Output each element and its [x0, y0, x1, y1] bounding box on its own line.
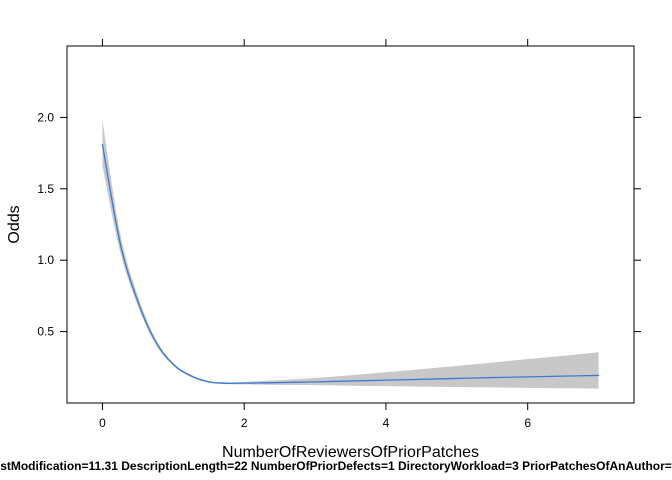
data-point	[597, 374, 600, 377]
confidence-band-layer	[102, 120, 599, 389]
confidence-band	[102, 120, 599, 389]
data-point	[314, 381, 316, 383]
data-point	[349, 380, 352, 382]
data-point	[101, 143, 104, 146]
y-tick-label: 1.0	[37, 253, 54, 267]
y-tick-label: 2.0	[37, 110, 54, 124]
data-point	[385, 379, 387, 381]
y-axis: 0.5 1.0 1.5 2.0	[37, 110, 641, 339]
plot-frame	[66, 45, 635, 404]
data-point	[208, 381, 210, 383]
x-tick-label: 0	[99, 416, 106, 430]
data-point	[243, 382, 245, 384]
data-point	[172, 363, 174, 366]
fit-line-layer	[101, 143, 600, 385]
condition-footer: stModification=11.31 DescriptionLength=2…	[0, 459, 672, 473]
data-point	[279, 381, 281, 384]
y-tick-label: 1.5	[37, 182, 54, 196]
data-point	[456, 377, 458, 380]
y-tick-label: 0.5	[37, 325, 54, 339]
data-point	[420, 378, 422, 380]
x-tick-label: 2	[241, 416, 248, 430]
data-point	[225, 382, 228, 384]
data-point	[154, 340, 157, 343]
data-point	[190, 375, 192, 377]
data-point	[562, 375, 564, 377]
x-axis: 0 2 4 6	[99, 39, 531, 430]
data-point	[527, 376, 529, 378]
data-point	[137, 301, 139, 303]
y-axis-title: Odds	[6, 205, 23, 243]
data-point	[119, 242, 121, 244]
x-axis-title: NumberOfReviewersOfPriorPatches	[222, 444, 479, 461]
x-tick-label: 4	[383, 416, 390, 430]
x-tick-label: 6	[524, 416, 531, 430]
data-point	[491, 376, 493, 379]
